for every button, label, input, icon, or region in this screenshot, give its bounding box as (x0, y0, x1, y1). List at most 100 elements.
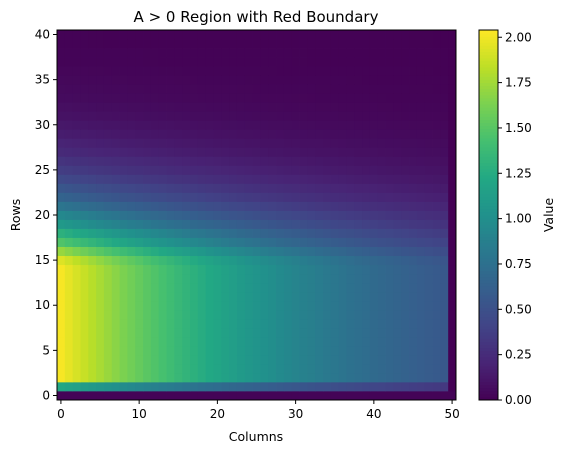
heatmap-cell (135, 174, 144, 184)
heatmap-cell (96, 309, 105, 320)
heatmap-cell (103, 57, 113, 67)
y-tick-label: 15 (35, 253, 50, 267)
heatmap-cell (385, 255, 394, 266)
heatmap-cell (291, 156, 300, 166)
heatmap-cell (244, 255, 253, 266)
heatmap-cell (369, 93, 379, 103)
heatmap-cell (190, 75, 199, 85)
heatmap-cell (330, 30, 340, 40)
heatmap-cell (432, 300, 441, 311)
heatmap-cell (338, 345, 347, 356)
heatmap-cell (283, 174, 293, 184)
heatmap-cell (260, 192, 269, 202)
heatmap-cell (260, 264, 269, 275)
heatmap-cell (88, 84, 97, 94)
heatmap-cell (96, 318, 105, 329)
heatmap-cell (57, 84, 66, 94)
heatmap-cell (72, 390, 81, 401)
heatmap-cell (283, 192, 293, 202)
heatmap-cell (307, 219, 316, 229)
heatmap-cell (166, 129, 175, 139)
heatmap-cell (96, 165, 105, 175)
heatmap-cell (64, 66, 74, 76)
heatmap-cell (229, 255, 238, 266)
heatmap-cell (103, 228, 113, 238)
heatmap-cell (57, 228, 66, 238)
heatmap-cell (323, 345, 332, 356)
heatmap-cell (362, 372, 371, 383)
heatmap-cell (369, 66, 379, 76)
colorbar-segment (479, 42, 498, 46)
heatmap-cell (119, 255, 128, 266)
heatmap-cell (307, 75, 316, 85)
heatmap-cell (190, 93, 199, 103)
heatmap-cell (64, 57, 74, 67)
heatmap-cell (80, 201, 89, 211)
heatmap-cell (96, 120, 105, 130)
heatmap-cell (362, 48, 371, 58)
heatmap-cell (127, 39, 136, 49)
heatmap-cell (299, 48, 308, 58)
heatmap-cell (229, 246, 238, 257)
heatmap-cell (268, 174, 277, 184)
heatmap-cell (213, 174, 222, 184)
colorbar-segment (479, 116, 498, 120)
heatmap-cell (88, 156, 97, 166)
heatmap-cell (229, 30, 238, 40)
heatmap-cell (236, 309, 246, 320)
heatmap-cell (205, 165, 214, 175)
heatmap-cell (229, 219, 238, 229)
heatmap-cell (260, 246, 269, 257)
heatmap-cell (174, 129, 183, 139)
heatmap-cell (362, 237, 371, 247)
heatmap-cell (244, 318, 253, 329)
heatmap-cell (283, 354, 293, 365)
heatmap-cell (416, 120, 426, 130)
heatmap-cell (205, 39, 214, 49)
heatmap-cell (111, 192, 120, 202)
heatmap-cell (236, 120, 246, 130)
heatmap-cell (221, 354, 230, 365)
heatmap-cell (158, 345, 167, 356)
heatmap-cell (57, 264, 66, 275)
heatmap-cell (111, 57, 120, 67)
heatmap-cell (416, 165, 426, 175)
heatmap-cell (205, 120, 214, 130)
heatmap-cell (143, 75, 152, 85)
heatmap-cell (127, 309, 136, 320)
heatmap-cell (315, 345, 324, 356)
heatmap-cell (268, 120, 277, 130)
heatmap-cell (299, 192, 308, 202)
colorbar-segment (479, 356, 498, 361)
heatmap-cell (150, 201, 160, 211)
heatmap-cell (432, 192, 441, 202)
colorbar-segment (479, 33, 498, 37)
heatmap-cell (213, 138, 222, 148)
heatmap-cell (103, 75, 113, 85)
heatmap-cell (174, 30, 183, 40)
heatmap-cell (260, 138, 269, 148)
heatmap-cell (127, 318, 136, 329)
heatmap-cell (190, 156, 199, 166)
heatmap-cell (174, 48, 183, 58)
heatmap-cell (283, 66, 293, 76)
colorbar-segment (479, 63, 498, 68)
heatmap-cell (354, 210, 363, 220)
heatmap-cell (221, 327, 230, 338)
heatmap-cell (182, 309, 191, 320)
heatmap-cell (57, 93, 66, 103)
heatmap-cell (96, 201, 105, 211)
heatmap-cell (64, 174, 74, 184)
heatmap-cell (190, 219, 199, 229)
heatmap-cell (252, 84, 261, 94)
heatmap-cell (416, 219, 426, 229)
heatmap-cell (80, 237, 89, 247)
heatmap-cell (291, 147, 300, 157)
heatmap-cell (150, 336, 160, 347)
heatmap-cell (330, 165, 340, 175)
heatmap-cell (205, 291, 214, 302)
heatmap-cell (57, 111, 66, 121)
colorbar-segment (479, 307, 498, 312)
heatmap-cell (72, 129, 81, 139)
